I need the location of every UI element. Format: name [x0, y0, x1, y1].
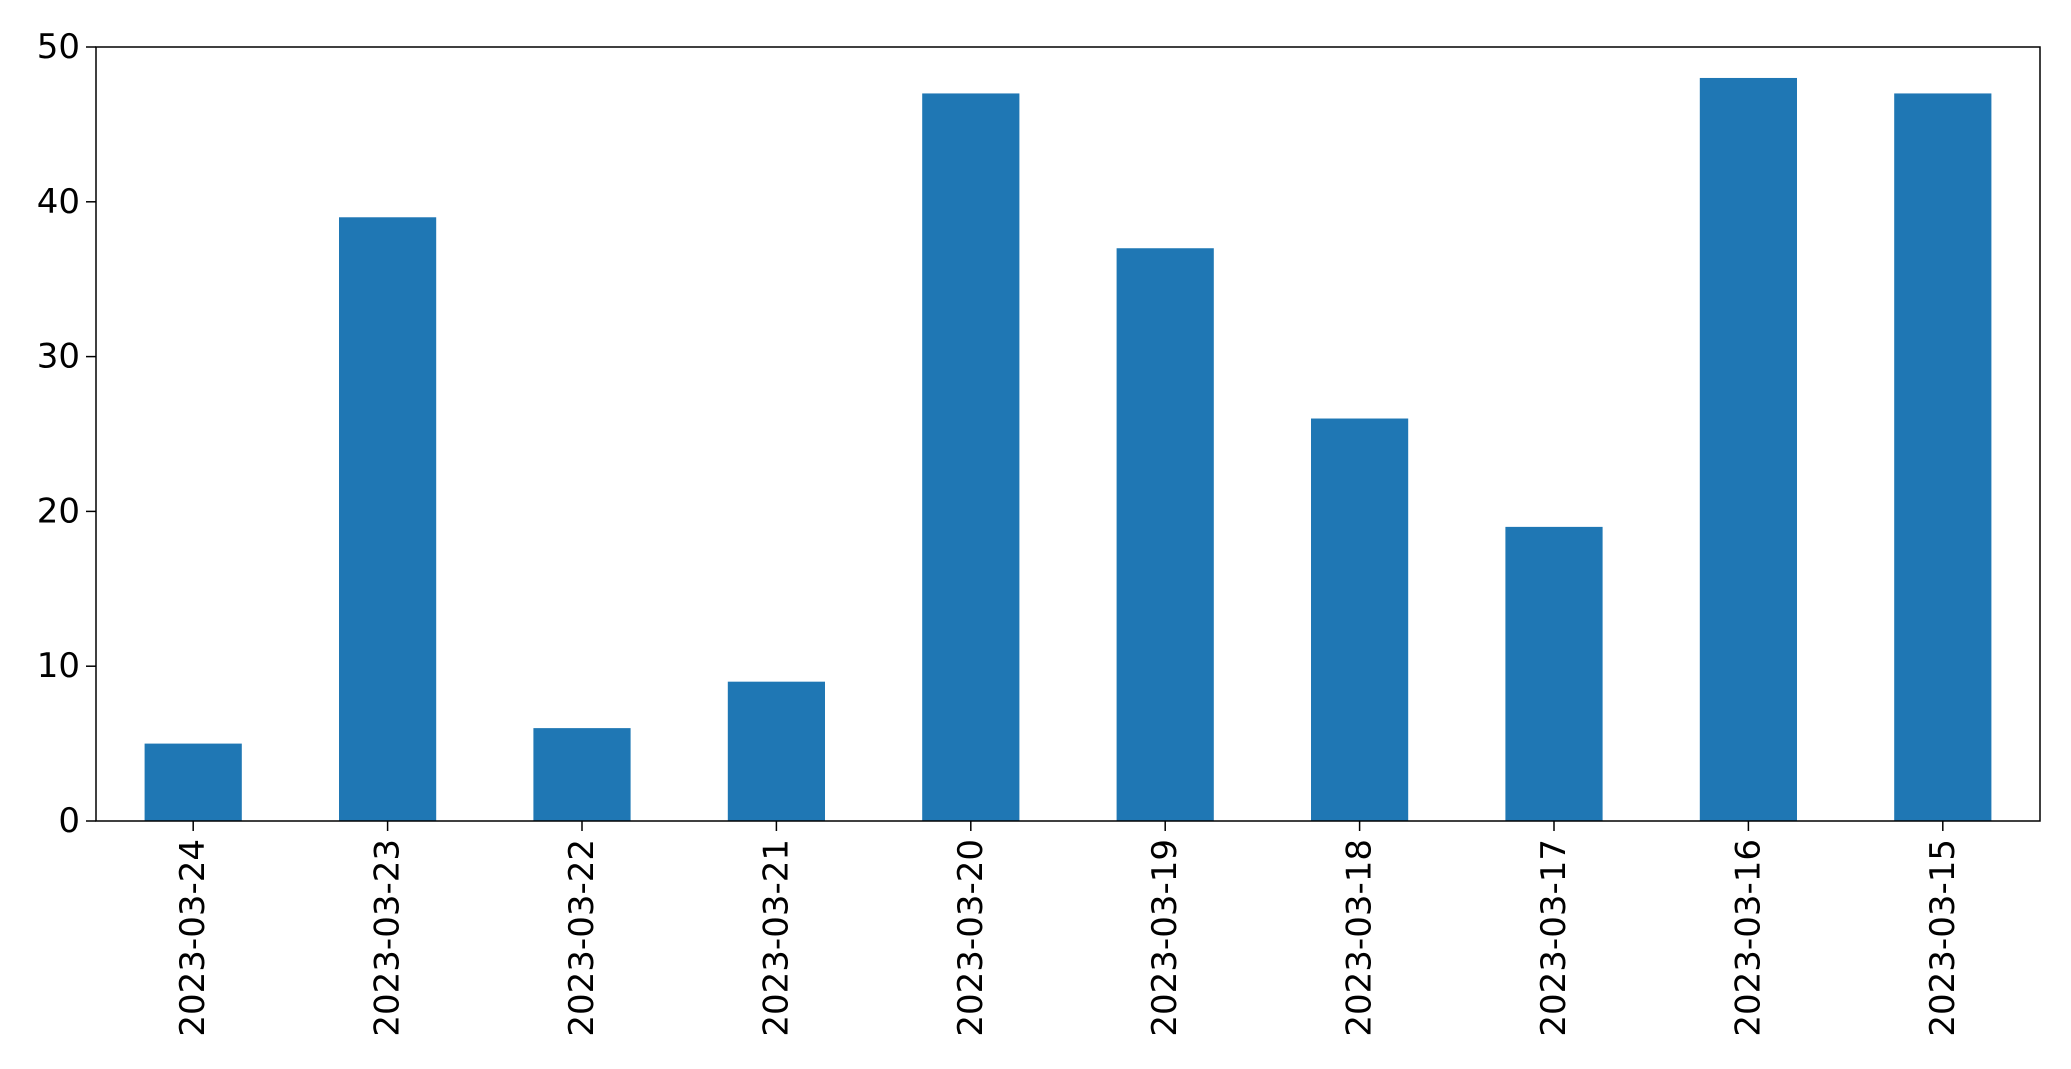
y-axis: 0 10 20 30 40 50 — [37, 27, 96, 841]
bar-2023-03-23 — [339, 217, 437, 821]
y-tick-label: 0 — [58, 801, 80, 841]
x-tick-label: 2023-03-16 — [1728, 839, 1768, 1037]
x-tick-label: 2023-03-19 — [1145, 839, 1185, 1037]
bar-2023-03-22 — [533, 728, 631, 821]
y-tick-label: 50 — [37, 27, 80, 67]
y-tick-label: 10 — [37, 646, 80, 686]
bar-2023-03-21 — [727, 681, 825, 821]
x-tick-label: 2023-03-18 — [1340, 839, 1380, 1037]
x-tick-label: 2023-03-20 — [951, 839, 991, 1037]
x-tick-label: 2023-03-17 — [1534, 839, 1574, 1037]
bar-2023-03-17 — [1505, 526, 1603, 821]
x-axis: 2023-03-24 2023-03-23 2023-03-22 2023-03-21… — [173, 821, 1963, 1037]
bar-2023-03-20 — [922, 93, 1020, 821]
bar-2023-03-24 — [144, 743, 242, 821]
y-tick-label: 40 — [37, 182, 80, 222]
x-tick-label: 2023-03-24 — [173, 839, 213, 1037]
bar-2023-03-15 — [1894, 93, 1992, 821]
bars-group — [144, 77, 1992, 822]
bar-2023-03-19 — [1116, 248, 1214, 822]
bar-2023-03-18 — [1311, 418, 1409, 821]
y-tick-label: 20 — [37, 491, 80, 531]
x-tick-label: 2023-03-21 — [756, 839, 796, 1037]
bar-2023-03-16 — [1699, 77, 1797, 821]
plot-area-frame — [95, 46, 2041, 822]
x-tick-label: 2023-03-22 — [562, 839, 602, 1037]
x-tick-label: 2023-03-15 — [1923, 839, 1963, 1037]
y-tick-label: 30 — [37, 337, 80, 377]
x-tick-label: 2023-03-23 — [368, 839, 408, 1037]
